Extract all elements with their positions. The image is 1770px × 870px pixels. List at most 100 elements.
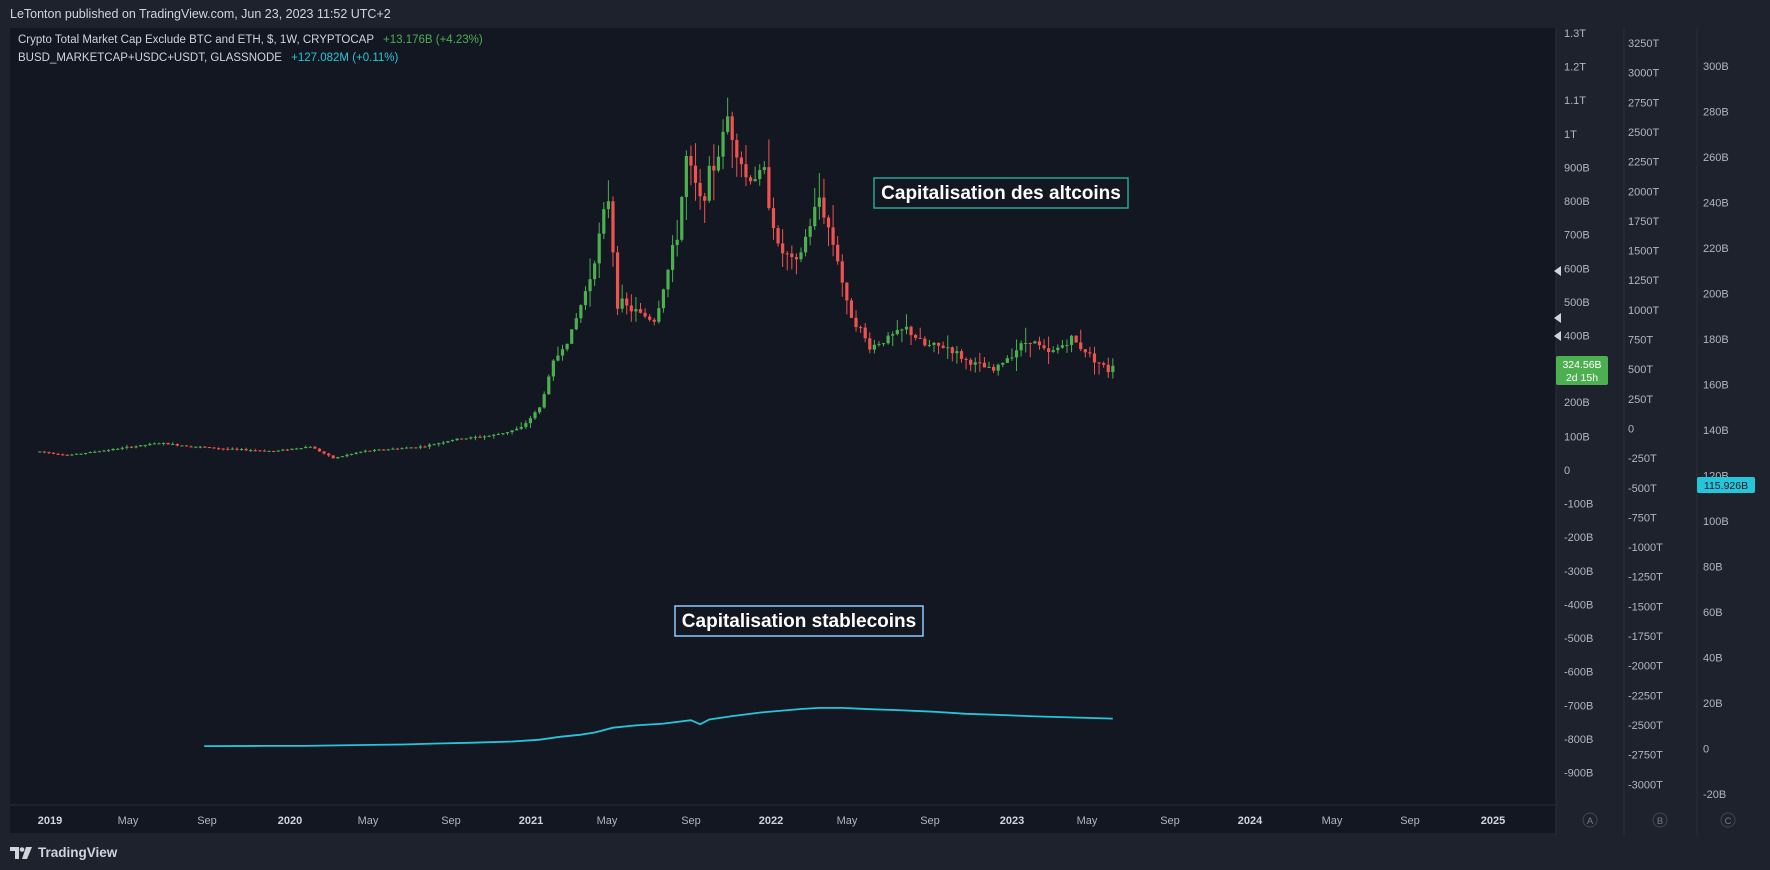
axis-c-tick-label: 0 <box>1703 744 1709 756</box>
candle-body <box>914 335 918 338</box>
last-price-a: 324.56B <box>1562 359 1601 371</box>
candle-body <box>551 360 555 377</box>
candle-body <box>822 197 826 218</box>
axis-c-tick-label: 220B <box>1703 243 1729 255</box>
candle-body <box>391 448 395 450</box>
candle-body <box>684 156 688 198</box>
tradingview-brand: TradingView <box>38 845 118 860</box>
altcoin-annotation[interactable]: Capitalisation des altcoins <box>873 177 1129 209</box>
candle-body <box>927 344 931 346</box>
candle-body <box>1111 365 1115 373</box>
candle-body <box>836 244 840 262</box>
candle-body <box>327 453 331 456</box>
axis-c-tick-label: 260B <box>1703 152 1729 164</box>
time-axis-label: 2021 <box>519 815 543 827</box>
candle-body <box>886 335 890 344</box>
candle-body <box>670 244 675 270</box>
candle-body <box>409 447 413 449</box>
time-axis[interactable]: 2019 May Sep 2020 May Sep 2021 May Sep 2022 May Sep… <box>38 815 1505 827</box>
candle-body <box>84 452 88 454</box>
candle-body <box>689 156 693 166</box>
time-axis-label: May <box>1077 815 1098 827</box>
candle-body <box>904 326 909 330</box>
time-axis-label: May <box>118 815 139 827</box>
candle-body <box>863 327 867 339</box>
axis-b-tick-label: -1500T <box>1628 601 1663 613</box>
candle-body <box>304 446 308 449</box>
candle-body <box>964 358 968 360</box>
candle-body <box>803 236 808 253</box>
tradingview-logo[interactable]: TradingView <box>10 845 117 860</box>
candle-body <box>437 443 441 445</box>
axis-b-tick-label: -2000T <box>1628 661 1663 673</box>
axis-b-tick-label: 2750T <box>1628 97 1659 109</box>
stablecoin-annotation-box <box>674 605 924 637</box>
axis-b-tick-label: 3250T <box>1628 38 1659 50</box>
legend-series-1[interactable]: Crypto Total Market Cap Exclude BTC and … <box>18 34 483 46</box>
candle-body <box>721 131 725 157</box>
candle-body <box>294 448 299 450</box>
stablecoin-annotation[interactable]: Capitalisation stablecoins <box>674 605 924 637</box>
candle-body <box>982 362 987 368</box>
candle-body <box>813 206 817 227</box>
axis-a-tick-label: 400B <box>1564 331 1590 343</box>
candle-body <box>946 347 950 349</box>
candle-body <box>359 451 363 453</box>
candle-body <box>313 446 317 449</box>
candle-body <box>262 450 267 452</box>
candle-body <box>427 444 432 447</box>
candle-body <box>331 455 335 459</box>
candle-body <box>868 338 872 350</box>
candle-body <box>1005 358 1009 363</box>
candle-body <box>161 442 166 444</box>
candle-body <box>767 167 771 209</box>
candle-body <box>1060 345 1064 348</box>
candle-body <box>203 446 207 448</box>
candle-body <box>386 449 390 451</box>
legend-series-2[interactable]: BUSD_MARKETCAP+USDC+USDT, GLASSNODE +127… <box>18 52 398 64</box>
candle-body <box>65 454 69 456</box>
candle-body <box>249 450 253 452</box>
candle-body <box>959 351 964 359</box>
candle-body <box>469 437 473 439</box>
axis-a-tick-label: -100B <box>1564 499 1593 511</box>
candle-body <box>340 456 345 458</box>
price-axis-c[interactable]: 300B280B260B240B220B200B180B160B140B120B… <box>1582 61 1736 828</box>
legend-series-2-title: BUSD_MARKETCAP+USDC+USDT, GLASSNODE <box>18 52 282 64</box>
axis-b-tick-label: 2500T <box>1628 127 1659 139</box>
candle-body <box>230 448 234 450</box>
chart-area[interactable]: 1.3T 1.2T 1.1T 1T 900B 800B 700B 600B 500B 400B 20… <box>0 0 1770 836</box>
candle-body <box>1097 362 1101 364</box>
candle-body <box>771 208 776 229</box>
candle-body <box>272 450 276 452</box>
axis-a-tick-label: -800B <box>1564 734 1593 746</box>
axis-b-tick-label: 750T <box>1628 335 1653 347</box>
scale-button <box>1720 812 1736 828</box>
candle-body <box>235 448 239 450</box>
time-axis-label: 2023 <box>1000 815 1024 827</box>
candle-body <box>519 426 523 429</box>
price-axis-a[interactable]: 1.3T 1.2T 1.1T 1T 900B 800B 700B 600B 500B 400B 20… <box>1564 28 1593 780</box>
candle-body <box>221 448 225 450</box>
candle-body <box>629 305 633 312</box>
candle-body <box>1019 343 1023 351</box>
candle-body <box>528 418 533 424</box>
candle-body <box>56 453 60 455</box>
candle-body <box>849 300 854 318</box>
candle-body <box>492 434 496 436</box>
legend-series-1-title: Crypto Total Market Cap Exclude BTC and … <box>18 34 374 46</box>
axis-c-tick-label: 80B <box>1703 562 1723 574</box>
time-axis-label: Sep <box>920 815 940 827</box>
candle-body <box>547 376 551 395</box>
candle-body <box>482 436 487 438</box>
candle-body <box>615 252 620 309</box>
candle-body <box>652 319 656 322</box>
axis-a-tick-label: 800B <box>1564 196 1590 208</box>
candle-body <box>102 450 106 452</box>
candle-body <box>881 343 886 345</box>
candle-body <box>707 165 711 201</box>
candle-body <box>446 441 450 443</box>
price-axis-b[interactable]: 3250T 3000T 2750T 2500T 2250T 2000T 1750T 1500T… <box>1628 38 1663 791</box>
candle-body <box>180 445 184 447</box>
time-axis-label: Sep <box>197 815 217 827</box>
